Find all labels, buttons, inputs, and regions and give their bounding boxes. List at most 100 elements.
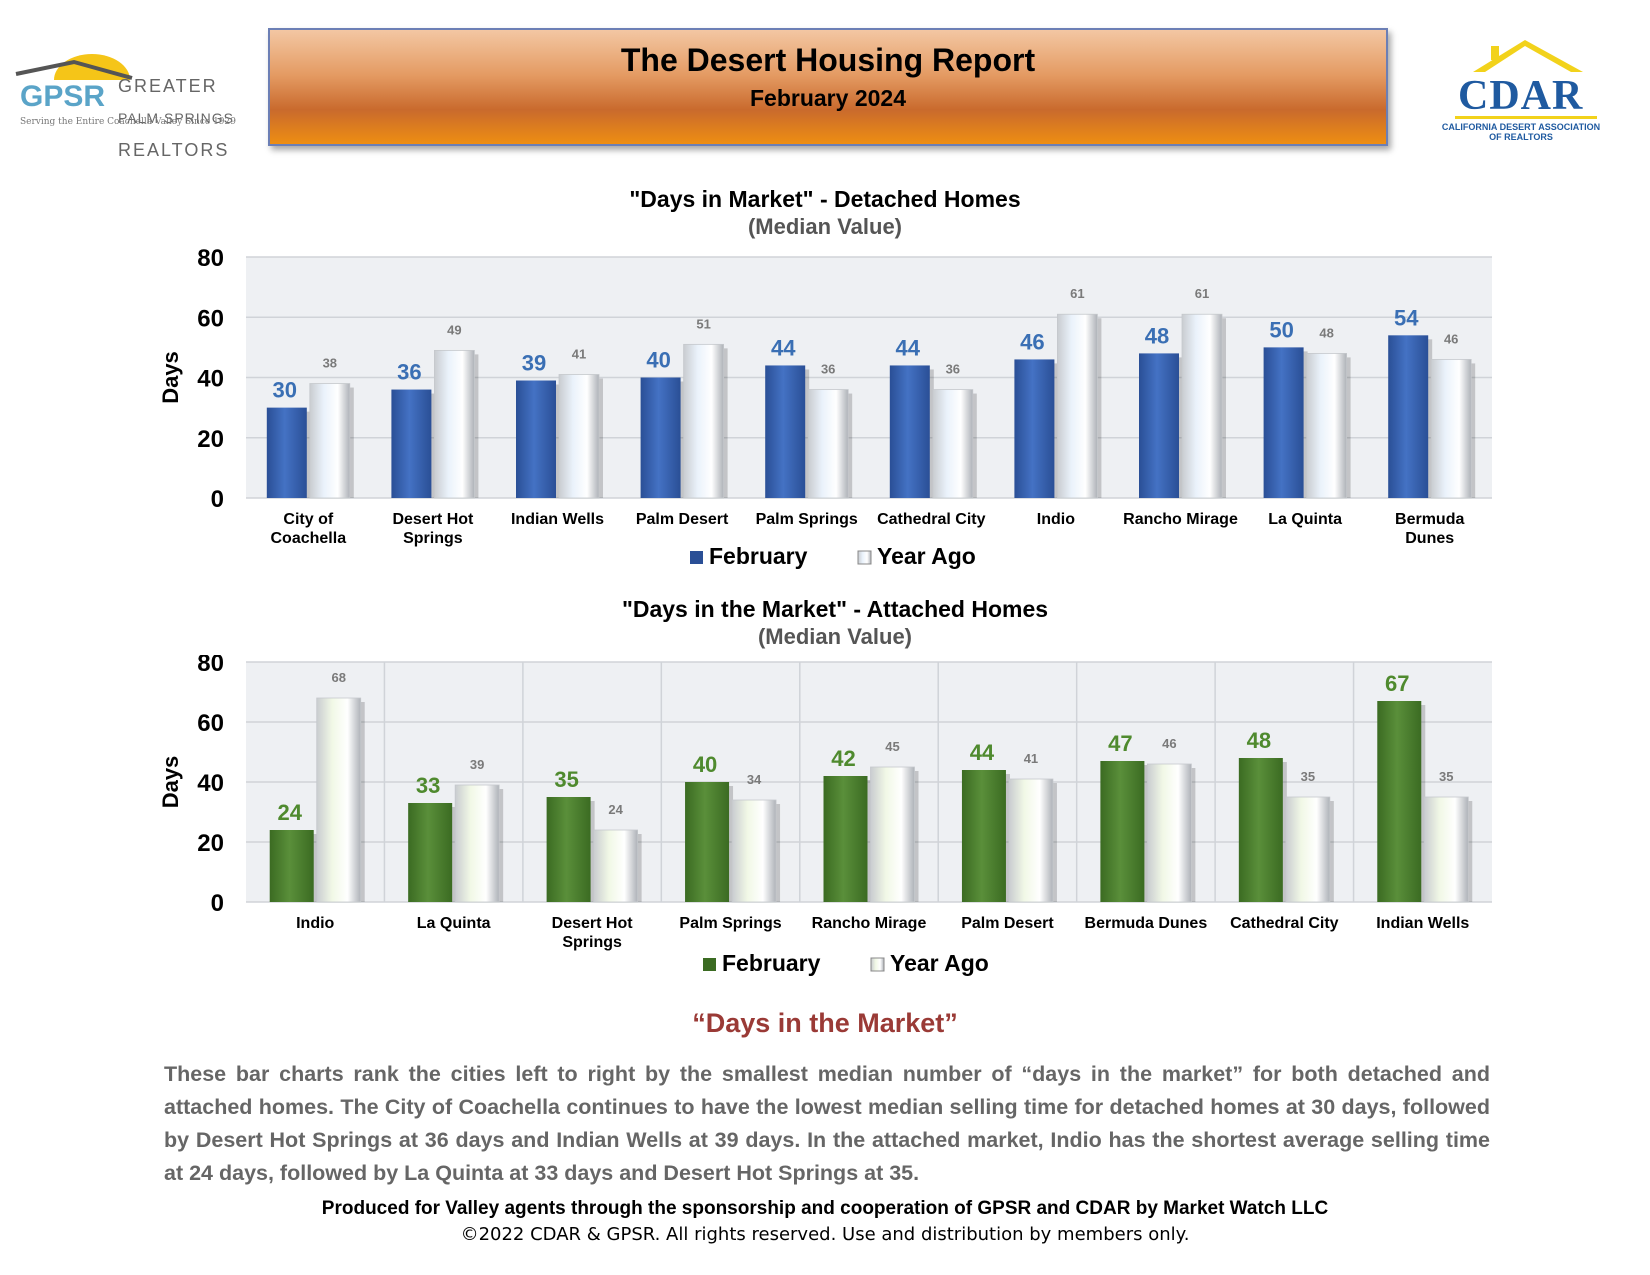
category-label: La Quinta <box>1268 511 1342 528</box>
cdar-full-name: CALIFORNIA DESERT ASSOCIATION OF REALTOR… <box>1426 122 1616 142</box>
y-tick-label: 60 <box>197 305 224 332</box>
cdar-name-line2: OF REALTORS <box>1489 132 1553 142</box>
bar-february <box>391 389 432 498</box>
detached-homes-chart: 0 20 40 60 80 Days 30 38 City of Coachella 36 49 Des… <box>158 245 1492 569</box>
data-label-february: 44 <box>896 335 921 360</box>
y-axis-label: Days <box>158 756 183 809</box>
category-label: Indian Wells <box>511 511 604 528</box>
data-label-february: 33 <box>416 773 440 798</box>
bar-year-ago <box>316 697 362 903</box>
bar-february <box>1263 347 1304 498</box>
data-label-year-ago: 48 <box>1319 325 1333 340</box>
data-label-year-ago: 51 <box>696 316 710 331</box>
data-label-february: 40 <box>693 752 717 777</box>
bar-february <box>1377 701 1422 902</box>
copyright-line: ©2022 CDAR & GPSR. All rights reserved. … <box>460 1224 1190 1245</box>
category-label: Springs <box>562 934 622 951</box>
bar-year-ago <box>731 799 777 903</box>
cdar-abbr: CDAR <box>1458 73 1584 119</box>
data-label-year-ago: 41 <box>572 346 586 361</box>
y-tick-label: 60 <box>197 710 224 737</box>
data-label-february: 39 <box>522 351 546 376</box>
category-label: Indian Wells <box>1376 915 1469 932</box>
bar-year-ago <box>558 374 600 499</box>
category-label: La Quinta <box>417 915 491 932</box>
y-tick-label: 0 <box>211 486 224 513</box>
bar-february <box>961 770 1006 902</box>
bar-year-ago <box>309 383 351 499</box>
data-label-february: 67 <box>1385 671 1409 696</box>
data-label-year-ago: 68 <box>331 670 345 685</box>
report-header: The Desert Housing Report February 2024 <box>268 28 1388 146</box>
data-label-year-ago: 34 <box>747 772 762 787</box>
bar-february <box>269 830 314 902</box>
data-label-year-ago: 41 <box>1024 751 1038 766</box>
bar-year-ago <box>932 389 974 499</box>
gpsr-tagline: Serving the Entire Coachella Valley Sinc… <box>20 117 236 127</box>
bar-year-ago <box>433 349 475 499</box>
data-label-february: 44 <box>970 740 995 765</box>
gpsr-full-name: GREATER PALM SPRINGS REALTORS <box>118 62 248 174</box>
data-label-year-ago: 46 <box>1162 736 1176 751</box>
bar-year-ago <box>1423 796 1469 903</box>
category-label: Palm Springs <box>679 915 781 932</box>
y-tick-label: 20 <box>197 426 224 453</box>
data-label-february: 47 <box>1108 731 1132 756</box>
data-label-february: 48 <box>1247 728 1271 753</box>
bar-february <box>823 776 868 902</box>
data-label-year-ago: 35 <box>1301 769 1315 784</box>
legend-label-year-ago: Year Ago <box>890 950 989 976</box>
category-label: Springs <box>403 530 463 547</box>
y-tick-label: 40 <box>197 366 224 393</box>
legend-label-february: February <box>722 950 821 976</box>
data-label-year-ago: 49 <box>447 322 461 337</box>
bar-february <box>408 803 453 902</box>
category-label: Rancho Mirage <box>812 915 927 932</box>
chart2-title: "Days in the Market" - Attached Homes <box>621 596 1049 622</box>
cdar-chimney-icon <box>1491 46 1499 60</box>
y-axis-label: Days <box>158 351 183 404</box>
legend-swatch-february <box>690 551 703 564</box>
data-label-february: 36 <box>397 360 421 385</box>
category-label: Cathedral City <box>1230 915 1339 932</box>
data-label-february: 42 <box>831 746 855 771</box>
data-label-year-ago: 46 <box>1444 331 1458 346</box>
report-date: February 2024 <box>750 85 906 111</box>
bar-year-ago <box>1306 353 1347 499</box>
bar-year-ago <box>1008 778 1054 903</box>
y-tick-label: 80 <box>197 245 224 272</box>
bar-february <box>266 407 307 498</box>
bar-february <box>765 365 806 498</box>
y-tick-label: 80 <box>197 655 224 677</box>
category-label: Rancho Mirage <box>1123 511 1238 528</box>
chart1-title: "Days in Market" - Detached Homes <box>629 186 1021 212</box>
bar-year-ago <box>683 343 724 499</box>
data-label-february: 54 <box>1394 305 1419 330</box>
data-label-february: 48 <box>1145 323 1169 348</box>
data-label-year-ago: 45 <box>885 739 899 754</box>
bar-year-ago <box>1285 796 1331 903</box>
bar-year-ago <box>593 829 639 903</box>
bar-february <box>889 365 930 498</box>
category-label: Coachella <box>271 530 347 547</box>
bar-february <box>1238 758 1283 902</box>
legend-swatch-year-ago <box>870 957 885 972</box>
category-label: Palm Springs <box>756 511 858 528</box>
data-label-february: 44 <box>771 335 796 360</box>
category-label: Indio <box>1037 511 1075 528</box>
data-label-february: 24 <box>277 800 302 825</box>
data-label-year-ago: 61 <box>1195 286 1209 301</box>
legend-swatch-february <box>703 958 716 971</box>
bar-february <box>1100 761 1145 902</box>
bar-year-ago <box>870 766 915 903</box>
chart2-subtitle: (Median Value) <box>757 624 913 649</box>
category-label: Palm Desert <box>636 511 729 528</box>
legend-swatch-year-ago <box>857 550 872 565</box>
summary-paragraph: These bar charts rank the cities left to… <box>164 1062 1490 1185</box>
attached-homes-chart: 0 20 40 60 80 Days 24 68 Indio 33 39 La Quinta 35 24 D… <box>158 655 1492 976</box>
bar-year-ago <box>1146 763 1192 903</box>
bar-february <box>1014 359 1055 498</box>
category-label: Desert Hot <box>392 511 474 528</box>
y-tick-label: 40 <box>197 770 224 797</box>
credit-line: Produced for Valley agents through the s… <box>321 1198 1329 1219</box>
